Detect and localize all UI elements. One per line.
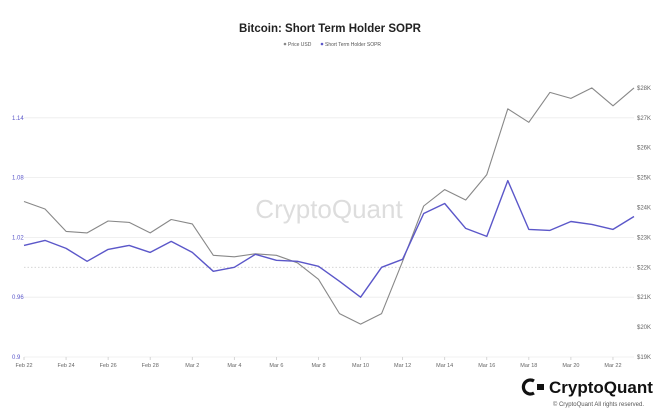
y-right-tick-label: $25K bbox=[637, 176, 651, 182]
y-left-tick-label: 1.14 bbox=[12, 116, 24, 122]
y-right-tick-label: $22K bbox=[637, 265, 651, 271]
series-price-line[interactable] bbox=[23, 87, 635, 325]
legend: Price USD Short Term Holder SOPR bbox=[283, 42, 381, 48]
y-right-tick-label: $21K bbox=[637, 295, 651, 301]
y-right-tick-label: $23K bbox=[637, 235, 651, 241]
series-sopr-line[interactable] bbox=[23, 179, 635, 298]
x-tick-label: Mar 4 bbox=[227, 363, 241, 369]
logo-block-icon bbox=[537, 384, 544, 390]
y-left-tick-label: 1.08 bbox=[12, 176, 24, 182]
brand-logo: CryptoQuant bbox=[521, 378, 653, 397]
y-right-tick-label: $28K bbox=[637, 86, 651, 92]
x-tick-label: Mar 22 bbox=[604, 363, 621, 369]
x-tick-label: Mar 20 bbox=[562, 363, 579, 369]
y-left-tick-label: 0.9 bbox=[12, 355, 21, 361]
x-tick-label: Mar 6 bbox=[269, 363, 283, 369]
y-left-tick-label: 0.96 bbox=[12, 295, 24, 301]
x-tick-label: Mar 18 bbox=[520, 363, 537, 369]
x-tick-label: Mar 2 bbox=[185, 363, 199, 369]
y-right-tick-label: $24K bbox=[637, 206, 651, 212]
y-right-tick-label: $26K bbox=[637, 146, 651, 152]
right-axis-ticks: $19K $20K $21K $22K $23K $24K $25K $26K $27K $28K bbox=[637, 86, 651, 361]
x-tick-label: Mar 12 bbox=[394, 363, 411, 369]
left-axis-ticks: 0.9 0.96 1.02 1.08 1.14 bbox=[12, 116, 24, 361]
x-tick-label: Feb 26 bbox=[100, 363, 117, 369]
series-lines bbox=[23, 87, 635, 325]
logo-c-icon bbox=[521, 378, 535, 396]
copyright: © CryptoQuant All rights reserved. bbox=[553, 401, 644, 408]
watermark: CryptoQuant bbox=[255, 194, 403, 224]
legend-price-label[interactable]: Price USD bbox=[288, 42, 312, 48]
y-right-tick-label: $27K bbox=[637, 116, 651, 122]
legend-price-marker bbox=[283, 42, 287, 46]
y-right-tick-label: $19K bbox=[637, 355, 651, 361]
y-left-tick-label: 1.02 bbox=[12, 235, 24, 241]
x-tick-label: Mar 8 bbox=[311, 363, 325, 369]
y-right-tick-label: $20K bbox=[637, 325, 651, 331]
x-tick-label: Mar 16 bbox=[478, 363, 495, 369]
x-tick-label: Feb 24 bbox=[58, 363, 75, 369]
legend-sopr-label[interactable]: Short Term Holder SOPR bbox=[325, 42, 381, 48]
x-axis-ticks: Feb 22 Feb 24 Feb 26 Feb 28 Mar 2 Mar 4 Mar 6 M… bbox=[15, 357, 622, 369]
brand-name: CryptoQuant bbox=[549, 378, 653, 397]
x-tick-label: Feb 22 bbox=[15, 363, 32, 369]
gridlines bbox=[24, 117, 634, 358]
x-tick-label: Mar 14 bbox=[436, 363, 453, 369]
x-tick-label: Mar 10 bbox=[352, 363, 369, 369]
legend-sopr-marker bbox=[320, 42, 324, 46]
chart-title: Bitcoin: Short Term Holder SOPR bbox=[239, 23, 422, 35]
x-tick-label: Feb 28 bbox=[142, 363, 159, 369]
